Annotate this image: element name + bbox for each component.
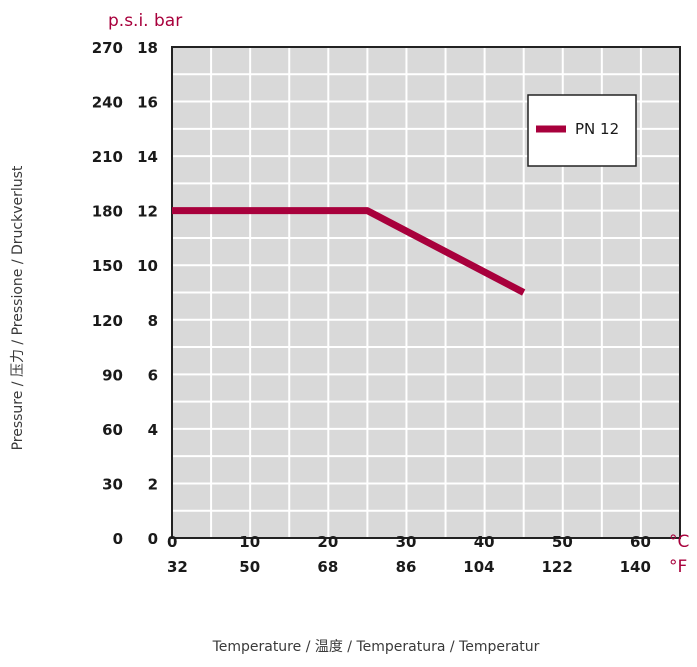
- x-tick-celsius: 30: [396, 533, 417, 551]
- x-tick-celsius: 10: [239, 533, 260, 551]
- x-tick-fahrenheit: 50: [239, 558, 260, 576]
- y-tick-bar: 12: [137, 203, 158, 221]
- y-units-label: p.s.i. bar: [108, 11, 182, 31]
- y-tick-bar: 10: [137, 257, 158, 275]
- x-tick-celsius: 20: [317, 533, 338, 551]
- y-axis-title: Pressure / 压力 / Pressione / Druckverlust: [10, 165, 26, 450]
- y-tick-bar: 6: [148, 366, 158, 384]
- x-tick-fahrenheit: 86: [396, 558, 417, 576]
- y-tick-psi: 270: [92, 39, 123, 57]
- x-tick-fahrenheit: 104: [463, 558, 494, 576]
- x-tick-celsius: 0: [167, 533, 177, 551]
- y-tick-psi: 120: [92, 312, 123, 330]
- legend-label: PN 12: [575, 120, 619, 138]
- y-tick-psi: 0: [113, 530, 123, 548]
- legend: PN 12: [527, 94, 637, 167]
- y-tick-labels: 0 0 2 30 4 60 6 90 8 120 10 150 12 180 14 210 16 240 18 270: [92, 39, 158, 548]
- x-tick-fahrenheit: 68: [317, 558, 338, 576]
- series-line-pn12: [172, 207, 526, 296]
- y-tick-bar: 4: [148, 421, 158, 439]
- x-tick-celsius: 60: [630, 533, 651, 551]
- y-tick-psi: 210: [92, 148, 123, 166]
- y-tick-bar: 16: [137, 94, 158, 112]
- y-tick-psi: 30: [102, 475, 123, 493]
- y-tick-bar: 14: [137, 148, 158, 166]
- y-tick-psi: 90: [102, 366, 123, 384]
- x-tick-fahrenheit: 32: [167, 558, 188, 576]
- y-tick-bar: 8: [148, 312, 158, 330]
- x-tick-celsius: 50: [552, 533, 573, 551]
- y-tick-bar: 2: [148, 475, 158, 493]
- x-unit-celsius: °C: [669, 532, 689, 552]
- x-tick-celsius: 40: [474, 533, 495, 551]
- x-unit-fahrenheit: °F: [669, 557, 687, 577]
- y-tick-psi: 240: [92, 94, 123, 112]
- series-group: [172, 207, 526, 296]
- x-tick-fahrenheit: 140: [620, 558, 651, 576]
- x-tick-labels: 0 32 10 50 20 68 30 86 40 104 50 122 60 140: [167, 533, 651, 576]
- y-tick-psi: 150: [92, 257, 123, 275]
- x-axis-title: Temperature / 温度 / Temperatura / Tempera…: [212, 639, 540, 655]
- plot-frame: [171, 46, 681, 539]
- y-tick-psi: 60: [102, 421, 123, 439]
- x-tick-fahrenheit: 122: [541, 558, 572, 576]
- y-tick-bar: 0: [148, 530, 158, 548]
- y-tick-psi: 180: [92, 203, 123, 221]
- y-tick-bar: 18: [137, 39, 158, 57]
